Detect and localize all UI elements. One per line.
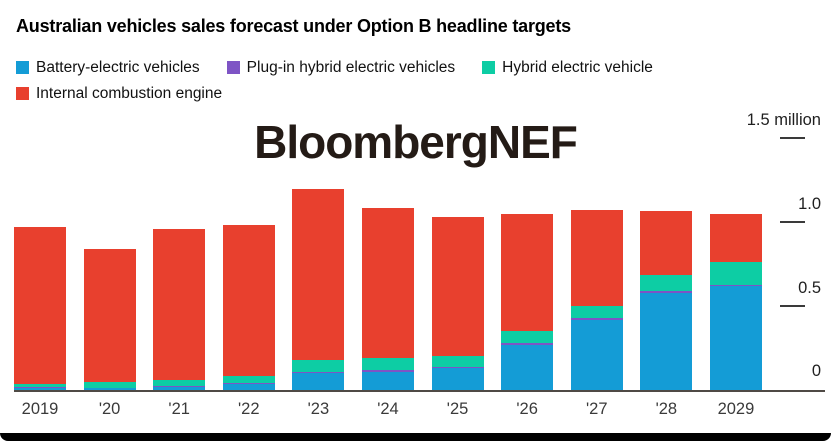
segment-hybrid-electric-vehicle [83, 382, 136, 388]
segment-internal-combustion-engine [501, 214, 554, 332]
x-axis-label: 2019 [21, 400, 59, 418]
segment-plug-in-hybrid-electric-vehicles [570, 318, 623, 320]
bar-2019: 2019 [14, 138, 66, 418]
x-axis-label: '27 [585, 400, 608, 418]
segment-hybrid-electric-vehicle [14, 384, 66, 387]
legend-label: Internal combustion engine [36, 85, 223, 102]
segment-plug-in-hybrid-electric-vehicles [501, 343, 554, 345]
bar-23: '23 [292, 138, 345, 418]
y-tick-label: 0.5 [798, 278, 821, 297]
bars: 2019 '20 '21 '22 '23 '24 '25 '26 '27 '28 2029 [14, 138, 762, 418]
x-axis-label: '22 [238, 400, 260, 418]
segment-battery-electric-vehicles [640, 292, 693, 390]
x-axis-label: '26 [516, 400, 538, 418]
bar-21: '21 [153, 138, 206, 418]
segment-plug-in-hybrid-electric-vehicles [14, 386, 66, 388]
segment-hybrid-electric-vehicle [361, 358, 414, 370]
bottom-border-bar [0, 433, 831, 441]
legend: Battery-electric vehicles Plug-in hybrid … [16, 57, 814, 104]
segment-hybrid-electric-vehicle [222, 375, 275, 384]
legend-label: Battery-electric vehicles [36, 59, 200, 76]
x-axis-label: '24 [377, 400, 399, 418]
segment-internal-combustion-engine [153, 229, 206, 380]
segment-internal-combustion-engine [709, 213, 762, 263]
bar-25: '25 [431, 138, 484, 418]
y-tick [780, 137, 805, 140]
bar-24: '24 [361, 138, 414, 418]
segment-battery-electric-vehicles [431, 368, 484, 390]
bloombergnef-watermark: BloombergNEF [254, 116, 578, 168]
segment-internal-combustion-engine [292, 189, 345, 360]
segment-battery-electric-vehicles [14, 387, 66, 390]
segment-battery-electric-vehicles [570, 319, 623, 390]
segment-battery-electric-vehicles [153, 386, 206, 390]
segment-hybrid-electric-vehicle [570, 305, 623, 319]
segment-internal-combustion-engine [361, 207, 414, 359]
bar-28: '28 [640, 138, 693, 418]
segment-hybrid-electric-vehicle [709, 262, 762, 285]
legend-swatch-internal-combustion-engine [16, 87, 29, 100]
legend-item-plug-in-hybrid-electric-vehicles: Plug-in hybrid electric vehicles [226, 57, 456, 78]
x-axis-line [14, 390, 825, 392]
legend-label: Hybrid electric vehicle [502, 59, 653, 76]
bar-26: '26 [501, 138, 554, 418]
legend-swatch-hybrid-electric-vehicle [482, 61, 496, 74]
segment-battery-electric-vehicles [709, 286, 762, 390]
segment-hybrid-electric-vehicle [153, 379, 206, 386]
segment-hybrid-electric-vehicle [501, 331, 554, 344]
legend-swatch-plug-in-hybrid-electric-vehicles [226, 61, 240, 74]
y-tick-label: 1.5 million [746, 111, 821, 130]
segment-internal-combustion-engine [640, 211, 693, 275]
x-axis-label: '23 [307, 400, 330, 418]
segment-battery-electric-vehicles [361, 371, 414, 390]
segment-internal-combustion-engine [83, 248, 136, 383]
bar-20: '20 [83, 138, 136, 418]
legend-label: Plug-in hybrid electric vehicles [246, 59, 456, 76]
y-tick-label: 0 [811, 362, 821, 381]
x-axis-label: '21 [168, 400, 190, 418]
segment-plug-in-hybrid-electric-vehicles [292, 371, 345, 374]
x-axis-label: '20 [98, 400, 121, 418]
legend-item-battery-electric-vehicles: Battery-electric vehicles [16, 57, 200, 78]
segment-plug-in-hybrid-electric-vehicles [709, 284, 762, 287]
segment-internal-combustion-engine [431, 216, 484, 356]
segment-internal-combustion-engine [222, 225, 275, 376]
segment-plug-in-hybrid-electric-vehicles [431, 366, 484, 369]
segment-plug-in-hybrid-electric-vehicles [222, 383, 275, 385]
y-tick [780, 221, 805, 223]
segment-hybrid-electric-vehicle [640, 274, 693, 292]
legend-item-hybrid-electric-vehicle: Hybrid electric vehicle [482, 57, 653, 78]
segment-battery-electric-vehicles [292, 373, 345, 390]
segment-plug-in-hybrid-electric-vehicles [640, 291, 693, 293]
bar-22: '22 [222, 138, 275, 418]
segment-battery-electric-vehicles [222, 384, 275, 390]
x-axis-label: '28 [655, 400, 678, 418]
legend-swatch-battery-electric-vehicles [16, 61, 29, 74]
segment-plug-in-hybrid-electric-vehicles [153, 385, 206, 387]
x-axis-label: '25 [446, 400, 469, 418]
segment-plug-in-hybrid-electric-vehicles [83, 387, 136, 389]
segment-battery-electric-vehicles [83, 388, 136, 390]
chart-title: Australian vehicles sales forecast under… [16, 16, 571, 36]
legend-item-internal-combustion-engine: Internal combustion engine [16, 83, 222, 104]
segment-plug-in-hybrid-electric-vehicles [361, 369, 414, 372]
x-axis-label: 2029 [717, 400, 755, 418]
segment-battery-electric-vehicles [501, 344, 554, 390]
segment-internal-combustion-engine [570, 210, 623, 306]
bar-27: '27 [570, 138, 623, 418]
y-tick [780, 304, 805, 307]
segment-hybrid-electric-vehicle [431, 355, 484, 367]
segment-hybrid-electric-vehicle [292, 359, 345, 372]
bar-2029: 2029 [709, 138, 762, 418]
segment-internal-combustion-engine [14, 226, 66, 385]
y-tick-label: 1.0 [798, 195, 821, 213]
